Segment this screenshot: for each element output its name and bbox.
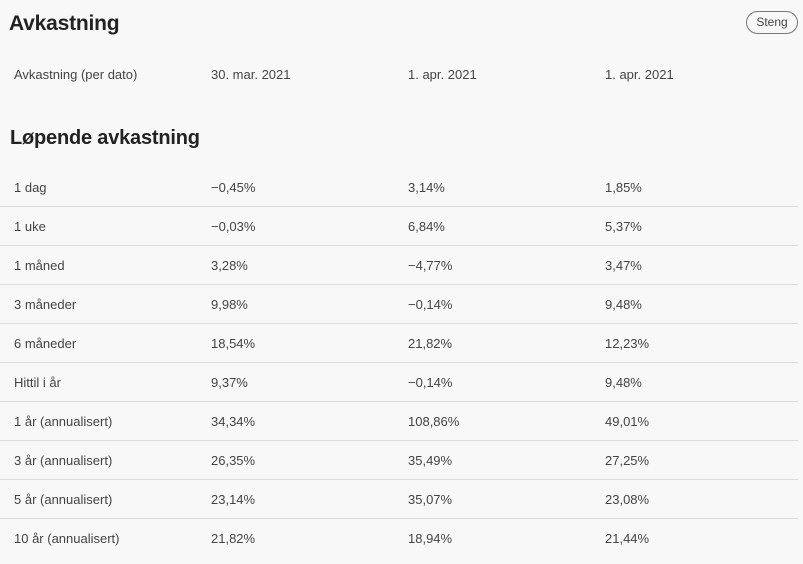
return-value: 18,54% [211,336,256,351]
period-label: 3 år (annualisert) [14,453,113,468]
return-value: 21,44% [605,531,650,546]
table-row: 10 år (annualisert) 21,82% 18,94% 21,44% [0,519,798,558]
table-row: 1 uke −0,03% 6,84% 5,37% [0,207,798,246]
return-value: 26,35% [211,453,256,468]
period-label: 1 dag [14,180,47,195]
table-row: 3 år (annualisert) 26,35% 35,49% 27,25% [0,441,798,480]
period-label: 1 år (annualisert) [14,414,113,429]
table-row: 6 måneder 18,54% 21,82% 12,23% [0,324,798,363]
return-value: −0,03% [211,219,256,234]
table-row: 1 måned 3,28% −4,77% 3,47% [0,246,798,285]
return-value: 3,28% [211,258,248,273]
table-row: 1 dag −0,45% 3,14% 1,85% [0,168,798,207]
as-of-date-value: 1. apr. 2021 [605,67,674,82]
running-returns-title: Løpende avkastning [10,127,200,149]
as-of-date-value: 1. apr. 2021 [408,67,477,82]
close-button[interactable]: Steng [746,11,798,34]
panel-title: Avkastning [9,12,120,35]
return-value: 5,37% [605,219,642,234]
return-value: 12,23% [605,336,650,351]
return-value: −0,14% [408,375,453,390]
return-value: 35,07% [408,492,453,507]
return-value: 6,84% [408,219,445,234]
period-label: 1 måned [14,258,65,273]
return-value: 18,94% [408,531,453,546]
as-of-date-label: Avkastning (per dato) [14,67,138,82]
running-returns-table: 1 dag −0,45% 3,14% 1,85% 1 uke −0,03% 6,… [0,168,798,558]
table-row: Hittil i år 9,37% −0,14% 9,48% [0,363,798,402]
period-label: 10 år (annualisert) [14,531,120,546]
as-of-date-row: Avkastning (per dato) 30. mar. 2021 1. a… [0,67,798,83]
return-value: 35,49% [408,453,453,468]
return-value: 27,25% [605,453,650,468]
return-value: 9,48% [605,375,642,390]
return-value: 9,48% [605,297,642,312]
return-value: −0,45% [211,180,256,195]
return-value: 9,37% [211,375,248,390]
return-value: 1,85% [605,180,642,195]
return-value: 21,82% [408,336,453,351]
return-value: 23,08% [605,492,650,507]
period-label: 3 måneder [14,297,77,312]
return-value: 21,82% [211,531,256,546]
return-value: 108,86% [408,414,460,429]
return-value: 49,01% [605,414,650,429]
table-row: 3 måneder 9,98% −0,14% 9,48% [0,285,798,324]
table-row: 5 år (annualisert) 23,14% 35,07% 23,08% [0,480,798,519]
return-value: 34,34% [211,414,256,429]
period-label: Hittil i år [14,375,61,390]
table-row: 1 år (annualisert) 34,34% 108,86% 49,01% [0,402,798,441]
return-value: 23,14% [211,492,256,507]
return-value: −4,77% [408,258,453,273]
period-label: 6 måneder [14,336,77,351]
return-value: 3,14% [408,180,445,195]
period-label: 1 uke [14,219,46,234]
period-label: 5 år (annualisert) [14,492,113,507]
return-value: 3,47% [605,258,642,273]
as-of-date-value: 30. mar. 2021 [211,67,291,82]
return-value: 9,98% [211,297,248,312]
return-value: −0,14% [408,297,453,312]
